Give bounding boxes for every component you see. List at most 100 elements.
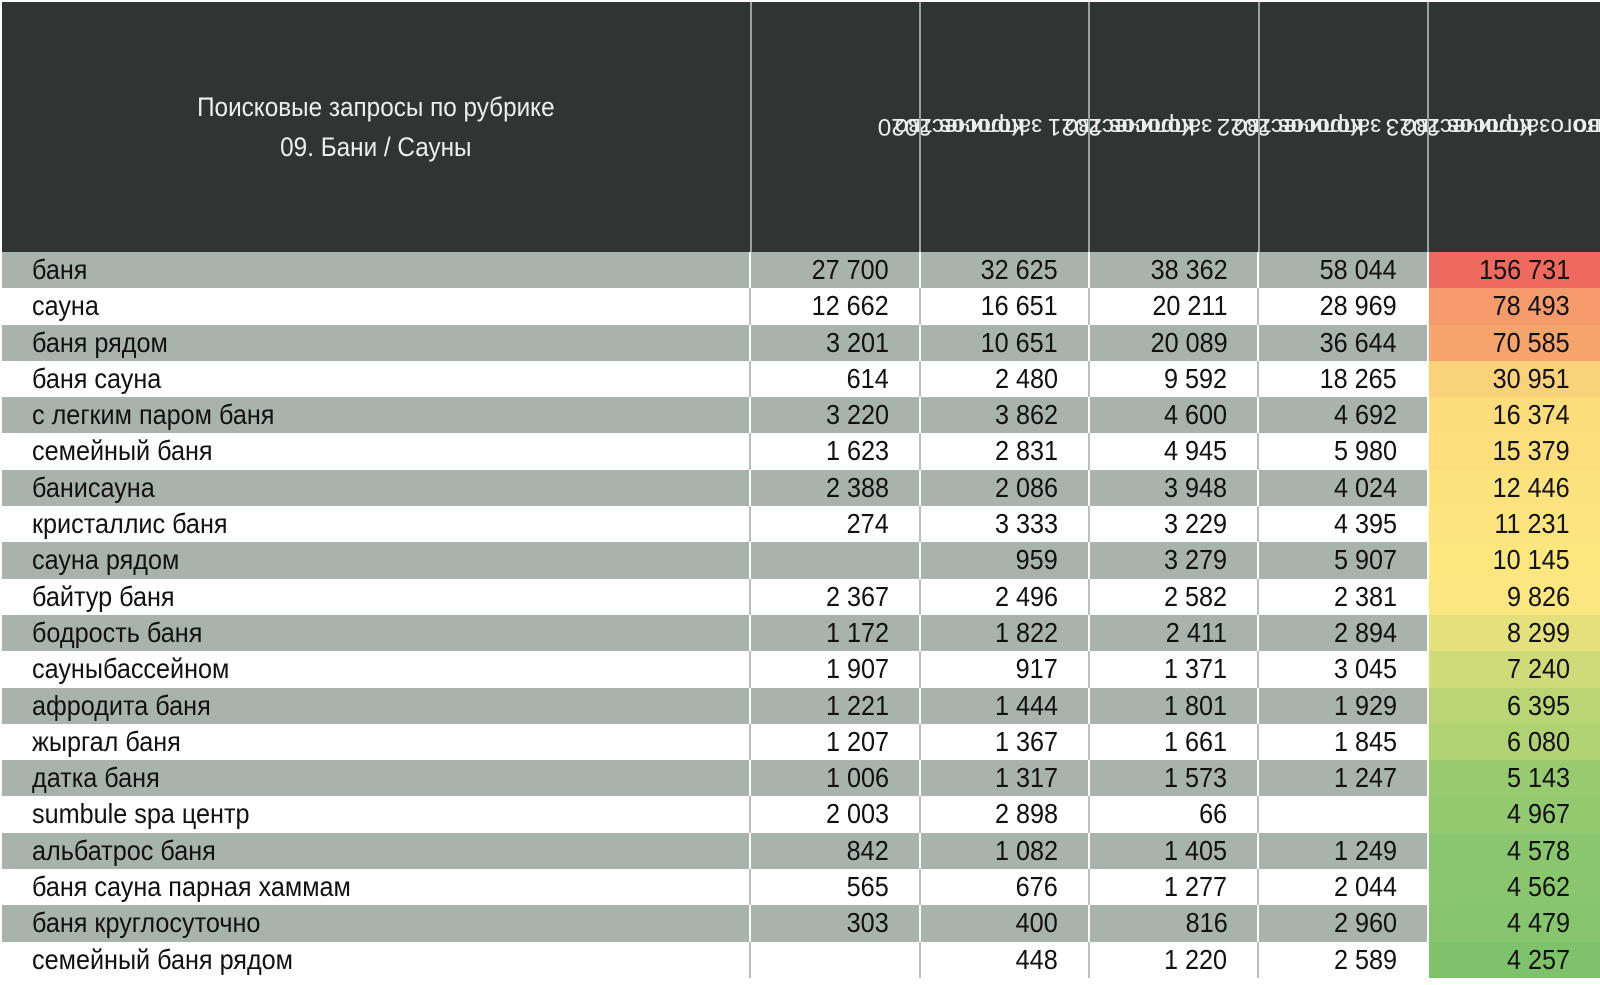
cell-total-value: 12 446 (1492, 471, 1570, 503)
cell-value-2020: 842 (846, 834, 889, 866)
cell-value-2021: 1 317 (994, 762, 1059, 794)
row-label-text: байтур баня (32, 580, 175, 612)
cell-value-2023: 2 894 (1333, 616, 1397, 648)
cell-total: 4 479 (1426, 905, 1600, 942)
cell-total: 11 231 (1426, 506, 1600, 543)
cell-2022: 38 362 (1088, 252, 1257, 289)
cell-total-value: 4 562 (1506, 871, 1570, 903)
row-label: семейный баня рядом (2, 942, 749, 978)
cell-value-2022: 66 (1199, 798, 1228, 830)
row-label-text: sumbule spa центр (32, 798, 250, 830)
cell-2023: 18 265 (1257, 360, 1426, 398)
cell-2021: 676 (918, 869, 1088, 906)
cell-total: 6 080 (1426, 723, 1600, 761)
cell-total-value: 4 967 (1506, 798, 1570, 830)
cell-value-2023: 4 024 (1333, 471, 1397, 503)
cell-2020: 614 (749, 360, 918, 398)
cell-2021: 959 (918, 542, 1088, 579)
table-row: афродита баня 1 221 1 444 1 801 1 929 6 395 (2, 687, 1600, 724)
table-subtitle: 09. Бани / Сауны (280, 132, 472, 162)
cell-2023: 1 929 (1257, 687, 1426, 724)
cell-2021: 1 317 (918, 760, 1088, 797)
cell-2021: 1 367 (918, 723, 1088, 761)
table-row: с легким паром баня 3 220 3 862 4 600 4 692 1… (2, 397, 1600, 434)
cell-2021: 2 898 (918, 796, 1088, 833)
cell-2022: 2 582 (1088, 578, 1257, 615)
row-label-text: баня круглосуточно (32, 907, 261, 939)
cell-value-2023: 2 044 (1333, 871, 1397, 903)
cell-value-2021: 400 (1016, 907, 1059, 939)
cell-total-value: 6 080 (1506, 725, 1570, 757)
cell-value-2022: 9 592 (1164, 362, 1228, 394)
cell-2021: 32 625 (918, 252, 1088, 289)
row-label: с легким паром баня (2, 397, 749, 433)
cell-2021: 2 480 (918, 360, 1088, 398)
cell-2020: 3 201 (749, 324, 918, 361)
cell-2020: 1 623 (749, 433, 918, 470)
cell-2020: 274 (749, 506, 918, 543)
cell-2020 (749, 542, 918, 579)
row-label: альбатрос баня (2, 833, 749, 869)
cell-value-2022: 1 801 (1164, 689, 1228, 721)
cell-value-2022: 4 600 (1164, 399, 1228, 431)
column-header-2023: Количество запросов 2023 (1257, 2, 1550, 252)
cell-total: 78 493 (1426, 288, 1600, 325)
cell-2022: 1 405 (1088, 832, 1257, 870)
cell-value-2020: 2 367 (825, 580, 889, 612)
table-row: баня рядом 3 201 10 651 20 089 36 644 70 585 (2, 324, 1600, 361)
cell-value-2023: 28 969 (1319, 290, 1397, 322)
table-row: семейный баня рядом 448 1 220 2 589 4 257 (2, 941, 1600, 978)
cell-value-2023: 5 980 (1333, 435, 1397, 467)
cell-total-value: 156 731 (1478, 254, 1570, 285)
cell-value-2020: 3 220 (825, 399, 889, 431)
row-label: баня (2, 252, 749, 288)
cell-2020: 1 006 (749, 760, 918, 797)
cell-2023 (1257, 796, 1426, 833)
table-row: бодрость баня 1 172 1 822 2 411 2 894 8 299 (2, 614, 1600, 652)
cell-value-2021: 1 822 (994, 616, 1059, 648)
cell-2023: 3 045 (1257, 651, 1426, 688)
cell-2021: 2 496 (918, 578, 1088, 615)
cell-total-value: 78 493 (1492, 290, 1570, 322)
cell-2020: 2 367 (749, 578, 918, 615)
cell-total-value: 16 374 (1492, 399, 1570, 431)
cell-value-2022: 3 279 (1164, 544, 1228, 576)
column-header-total-line2: запросов, итого (1550, 113, 1600, 141)
cell-2022: 66 (1088, 796, 1257, 833)
cell-2022: 4 600 (1088, 397, 1257, 434)
cell-2021: 917 (918, 651, 1088, 688)
cell-value-2020: 1 221 (825, 689, 889, 721)
cell-2020: 1 907 (749, 651, 918, 688)
cell-value-2022: 1 405 (1164, 834, 1228, 866)
cell-total: 30 951 (1426, 360, 1600, 398)
cell-2020: 12 662 (749, 288, 918, 325)
cell-2023: 5 980 (1257, 433, 1426, 470)
cell-2020: 1 221 (749, 687, 918, 724)
row-label: сауныбассейном (2, 651, 749, 687)
cell-2023: 28 969 (1257, 288, 1426, 325)
cell-value-2021: 676 (1016, 871, 1059, 903)
row-label-text: афродита баня (32, 689, 211, 721)
cell-total: 156 731 (1426, 252, 1600, 289)
cell-2020: 2 388 (749, 469, 918, 507)
row-label: банисауна (2, 470, 749, 506)
table-row: баня сауна парная хаммам 565 676 1 277 2 044… (2, 869, 1600, 906)
cell-value-2020: 3 201 (825, 326, 889, 358)
row-label: байтур баня (2, 579, 749, 615)
row-label: сауна (2, 288, 749, 324)
cell-value-2020: 274 (846, 508, 889, 540)
column-header-2021: Количество запросов 2021 (918, 2, 1212, 252)
cell-2023: 2 894 (1257, 614, 1426, 652)
cell-value-2022: 38 362 (1150, 254, 1228, 285)
cell-total: 16 374 (1426, 397, 1600, 434)
cell-value-2022: 4 945 (1164, 435, 1228, 467)
cell-2020: 842 (749, 832, 918, 870)
cell-value-2022: 3 948 (1164, 471, 1228, 503)
cell-2020: 1 172 (749, 614, 918, 652)
table-row: байтур баня 2 367 2 496 2 582 2 381 9 826 (2, 578, 1600, 615)
cell-value-2022: 1 277 (1164, 871, 1228, 903)
table-row: сауна рядом 959 3 279 5 907 10 145 (2, 542, 1600, 579)
table-body: баня 27 700 32 625 38 362 58 044 156 731 сауна… (2, 252, 1600, 978)
cell-value-2022: 1 661 (1164, 725, 1228, 757)
cell-2020: 27 700 (749, 252, 918, 289)
